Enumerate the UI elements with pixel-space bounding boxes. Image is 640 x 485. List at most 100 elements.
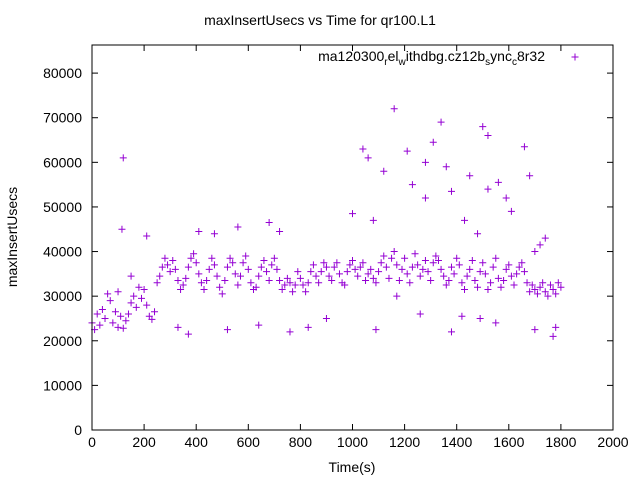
data-point <box>544 292 552 300</box>
data-point <box>315 279 323 287</box>
data-point <box>487 279 495 287</box>
x-tick-label: 1000 <box>337 434 368 450</box>
data-point <box>403 147 411 155</box>
x-tick-label: 200 <box>132 434 156 450</box>
data-point <box>200 285 208 293</box>
data-point <box>401 254 409 262</box>
data-point <box>289 288 297 296</box>
data-point <box>223 263 231 271</box>
data-point <box>377 259 385 267</box>
data-point <box>416 272 424 280</box>
y-tick-label: 80000 <box>43 65 82 81</box>
data-point <box>335 270 343 278</box>
data-point <box>481 270 489 278</box>
data-point <box>471 277 479 285</box>
x-tick-label: 800 <box>289 434 313 450</box>
x-tick-label: 600 <box>237 434 261 450</box>
data-point <box>127 299 135 307</box>
data-point <box>552 323 560 331</box>
y-tick-label: 30000 <box>43 288 82 304</box>
data-point <box>380 252 388 260</box>
data-point <box>505 261 513 269</box>
data-point <box>317 268 325 276</box>
data-point <box>442 163 450 171</box>
data-point <box>393 292 401 300</box>
data-point <box>278 285 286 293</box>
data-point <box>492 319 500 327</box>
data-point <box>445 277 453 285</box>
data-point <box>291 281 299 289</box>
data-point <box>124 310 132 318</box>
data-point <box>234 223 242 231</box>
data-point <box>265 277 273 285</box>
data-point <box>218 290 226 298</box>
data-point <box>166 268 174 276</box>
data-point <box>523 279 531 287</box>
data-point <box>273 265 281 273</box>
data-point <box>416 310 424 318</box>
data-point <box>281 281 289 289</box>
data-point <box>421 194 429 202</box>
data-point <box>375 268 383 276</box>
data-point <box>458 279 466 287</box>
data-point <box>143 301 151 309</box>
data-point <box>242 252 250 260</box>
data-point <box>362 277 370 285</box>
data-point <box>265 219 273 227</box>
data-point <box>411 250 419 258</box>
data-point <box>148 315 156 323</box>
data-point <box>98 306 106 314</box>
data-point <box>408 263 416 271</box>
data-point <box>476 314 484 322</box>
data-point <box>429 259 437 267</box>
data-point <box>210 230 218 238</box>
data-point <box>424 268 432 276</box>
data-point <box>437 118 445 126</box>
data-point <box>500 277 508 285</box>
data-point <box>515 263 523 271</box>
data-point <box>354 272 362 280</box>
data-point <box>492 254 500 262</box>
data-point <box>309 261 317 269</box>
data-point <box>447 328 455 336</box>
y-tick-label: 50000 <box>43 199 82 215</box>
data-point <box>132 303 140 311</box>
data-point <box>330 263 338 271</box>
data-point <box>283 274 291 282</box>
data-point <box>114 288 122 296</box>
x-tick-label: 400 <box>185 434 209 450</box>
data-point <box>177 285 185 293</box>
y-tick-label: 0 <box>74 422 82 438</box>
data-point <box>494 178 502 186</box>
data-point <box>479 123 487 131</box>
data-point <box>474 230 482 238</box>
legend-text-part: 8r32 <box>517 48 545 64</box>
data-point <box>390 248 398 256</box>
data-point <box>174 277 182 285</box>
legend-text-part: r <box>384 57 388 68</box>
data-point <box>257 263 265 271</box>
data-point <box>184 263 192 271</box>
data-point <box>461 285 469 293</box>
data-point <box>122 317 130 325</box>
legend-plus-icon <box>571 53 579 61</box>
data-point <box>341 281 349 289</box>
data-point <box>476 268 484 276</box>
data-point <box>484 285 492 293</box>
data-point <box>158 263 166 271</box>
data-point <box>322 314 330 322</box>
data-point <box>156 272 164 280</box>
data-point <box>263 268 271 276</box>
data-point <box>513 270 521 278</box>
x-tick-label: 1600 <box>493 434 524 450</box>
data-point <box>442 281 450 289</box>
data-point <box>497 283 505 291</box>
data-point <box>359 145 367 153</box>
legend-marker <box>571 53 579 61</box>
x-tick-label: 1800 <box>545 434 576 450</box>
data-point <box>231 270 239 278</box>
data-point <box>143 232 151 240</box>
data-point <box>118 225 126 233</box>
data-point <box>369 274 377 282</box>
data-point <box>346 261 354 269</box>
